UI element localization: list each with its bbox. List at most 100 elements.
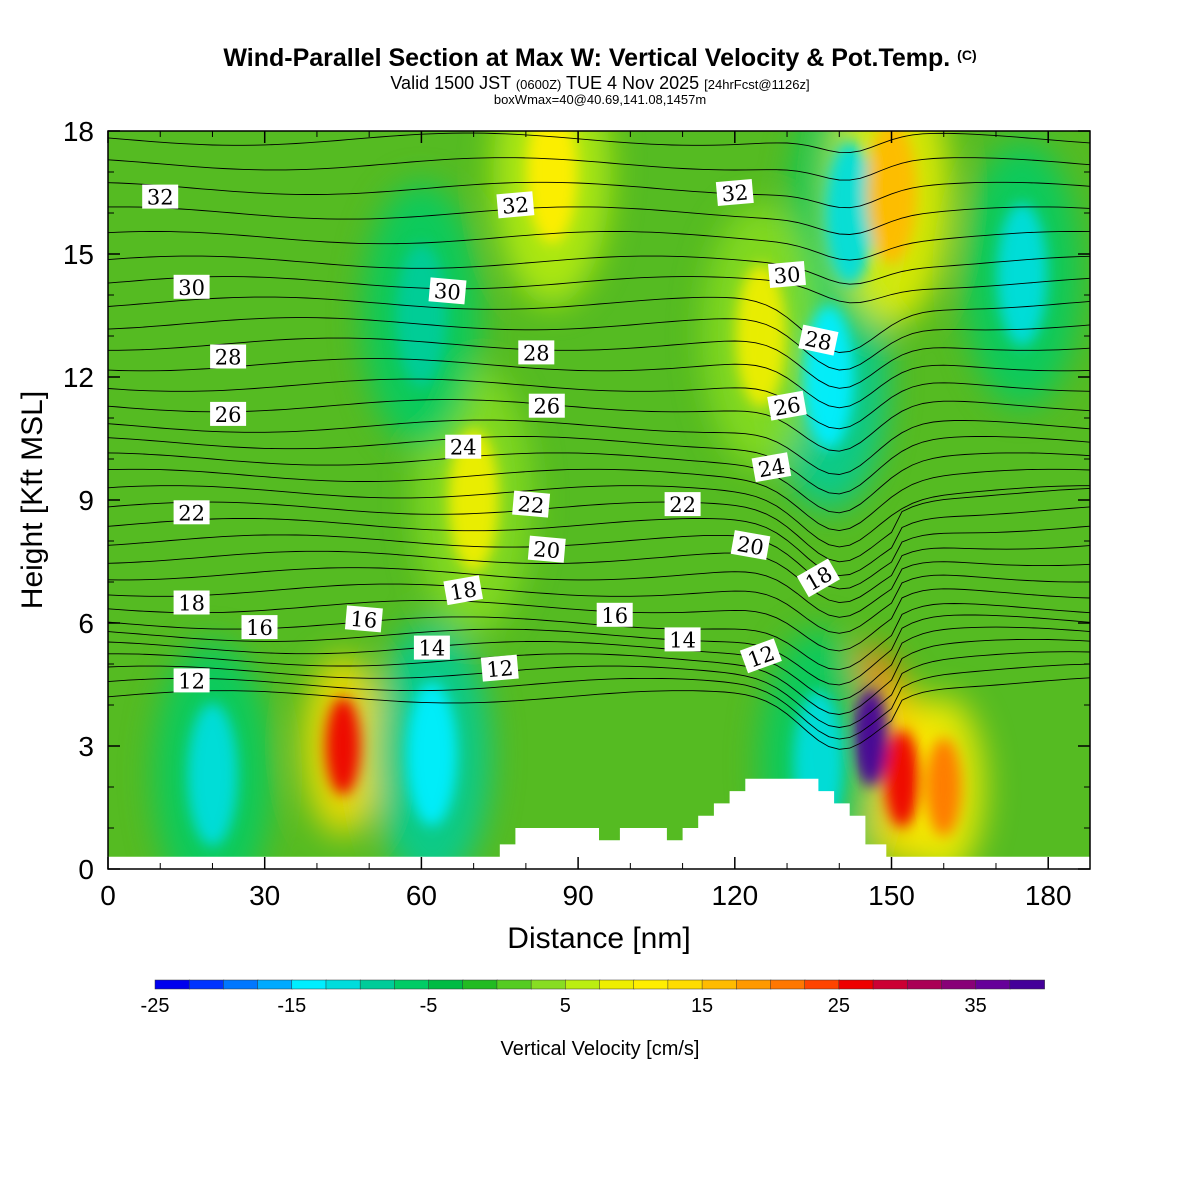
- theta-label-text: 12: [178, 669, 205, 693]
- w-feature-0: [325, 697, 361, 795]
- isentrope-8: [108, 574, 1090, 634]
- colorbar-tick-label: 25: [828, 995, 850, 1017]
- w-feature-11: [448, 428, 499, 572]
- theta-label-16: 22: [664, 492, 701, 517]
- w-feature-5: [187, 702, 238, 847]
- theta-label-1: 32: [496, 191, 535, 219]
- isentrope-0: [108, 677, 1090, 750]
- theta-label-4: 30: [428, 277, 467, 305]
- theta-label-box: [739, 638, 782, 674]
- theta-label-text: 16: [601, 604, 628, 628]
- theta-label-text: 22: [669, 493, 696, 517]
- theta-label-box: [512, 490, 551, 518]
- theta-label-28: 12: [480, 654, 519, 682]
- theta-label-box: [528, 393, 565, 418]
- theta-label-box: [518, 340, 555, 365]
- isentrope-17: [108, 436, 1090, 495]
- w-feature-8: [824, 141, 875, 285]
- theta-label-box: [413, 635, 450, 660]
- theta-label-box: [344, 605, 383, 633]
- isentrope-2: [108, 651, 1090, 728]
- forecast-info: [24hrFcst@1126z]: [704, 77, 810, 92]
- isentrope-24: [108, 296, 1090, 353]
- isentrope-28: [108, 206, 1090, 235]
- theta-label-text: 24: [756, 454, 786, 482]
- isentrope-14: [108, 485, 1090, 548]
- colorbar: -25 -15 -5 5 15 25 35: [141, 979, 1045, 1017]
- isentrope-21: [108, 358, 1090, 409]
- theta-label-box: [210, 344, 247, 369]
- isentrope-26: [108, 255, 1090, 285]
- colorbar-swatch: [394, 979, 430, 990]
- colorbar-swatch: [804, 979, 840, 990]
- theta-label-box: [496, 191, 535, 219]
- y-tick-label: 15: [63, 239, 94, 270]
- y-tick-label: 18: [63, 116, 94, 147]
- colorbar-swatch: [565, 979, 601, 990]
- y-tick-label: 9: [78, 485, 94, 516]
- theta-label-text: 32: [721, 180, 750, 206]
- theta-label-text: 30: [178, 276, 205, 300]
- theta-label-box: [767, 390, 807, 421]
- theta-label-box: [751, 452, 792, 483]
- colorbar-tick-label: 35: [964, 995, 986, 1017]
- colorbar-swatch: [428, 979, 464, 990]
- theta-label-text: 24: [450, 436, 477, 460]
- colorbar-swatch: [736, 979, 772, 990]
- theta-label-text: 32: [501, 193, 530, 219]
- w-feature-13: [997, 202, 1048, 347]
- theta-label-25: 14: [413, 635, 450, 661]
- colorbar-swatch: [838, 979, 874, 990]
- theta-label-14: 22: [173, 500, 210, 525]
- isentrope-25: [108, 276, 1090, 304]
- w-feature-4: [406, 682, 457, 826]
- theta-label-5: 30: [768, 260, 806, 289]
- y-axis-label: Height [Kft MSL]: [16, 391, 49, 609]
- isentrope-1: [108, 663, 1090, 740]
- colorbar-swatch: [599, 979, 635, 990]
- theta-label-box: [173, 590, 210, 615]
- y-tick-label: 0: [78, 854, 94, 885]
- theta-label-text: 20: [532, 537, 561, 563]
- theta-label-text: 16: [349, 607, 378, 633]
- colorbar-swatch: [667, 979, 703, 990]
- colorbar-swatch: [496, 979, 532, 990]
- x-tick-label: 90: [563, 880, 594, 911]
- isentrope-31: [108, 132, 1090, 154]
- isentrope-4: [108, 626, 1090, 701]
- colorbar-swatch: [325, 979, 361, 990]
- theta-label-text: 22: [178, 501, 205, 525]
- isentrope-19: [108, 399, 1090, 452]
- colorbar-tick-label: -25: [141, 995, 170, 1017]
- theta-label-box: [443, 575, 484, 606]
- colorbar-swatch: [633, 979, 669, 990]
- theta-label-box: [480, 654, 519, 682]
- x-axis-label: Distance [nm]: [507, 922, 690, 955]
- theta-label-box: [173, 668, 210, 693]
- theta-label-text: 20: [735, 532, 765, 560]
- isentrope-5: [108, 614, 1090, 686]
- theta-label-text: 18: [178, 592, 205, 616]
- isentrope-30: [108, 157, 1090, 181]
- theta-label-text: 26: [533, 395, 560, 419]
- isentrope-29: [108, 181, 1090, 209]
- colorbar-tick-label: -15: [277, 995, 306, 1017]
- colorbar-tick-label: -5: [420, 995, 438, 1017]
- theta-label-box: [715, 178, 754, 207]
- theta-label-7: 28: [518, 340, 555, 365]
- theta-label-text: 26: [772, 393, 802, 421]
- theta-label-6: 28: [210, 344, 247, 370]
- isentrope-20: [108, 378, 1090, 430]
- theta-label-box: [173, 274, 210, 299]
- theta-label-17: 20: [527, 535, 566, 563]
- theta-label-19: 18: [173, 590, 210, 616]
- theta-label-26: 14: [664, 627, 701, 652]
- terrain-mask: [108, 778, 1090, 869]
- isentrope-16: [108, 452, 1090, 514]
- colorbar-tick-label: 5: [560, 995, 571, 1017]
- theta-label-22: 16: [241, 615, 278, 640]
- isentrope-9: [108, 561, 1090, 618]
- isentrope-15: [108, 468, 1090, 532]
- theta-label-2: 32: [715, 178, 754, 207]
- isentrope-10: [108, 545, 1090, 604]
